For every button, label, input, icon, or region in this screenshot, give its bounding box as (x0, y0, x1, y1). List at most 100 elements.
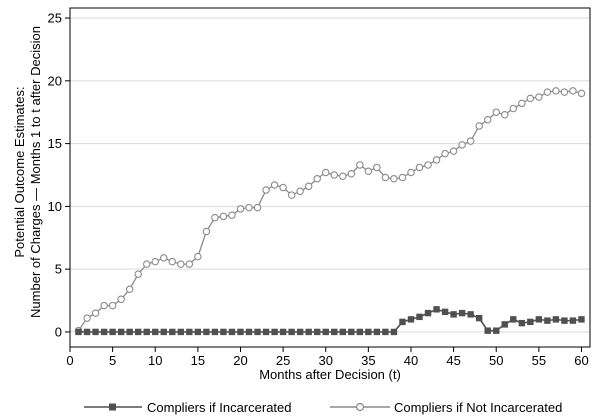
legend-label-incarcerated: Compliers if Incarcerated (147, 400, 292, 415)
data-point-not-incarcerated (91, 309, 100, 317)
data-point-not-incarcerated (219, 212, 228, 221)
data-point-incarcerated (92, 328, 99, 336)
data-point-incarcerated (493, 327, 500, 334)
data-point-not-incarcerated (483, 115, 492, 124)
series-layer (74, 87, 586, 336)
gridlines (70, 17, 590, 333)
data-point-incarcerated (561, 317, 568, 324)
data-point-not-incarcerated (543, 88, 552, 96)
data-point-not-incarcerated (441, 149, 449, 158)
data-point-not-incarcerated (142, 260, 151, 268)
series-line-not-incarcerated (77, 90, 582, 332)
data-point-incarcerated (467, 311, 474, 318)
data-point-incarcerated (365, 328, 372, 336)
data-point-incarcerated (160, 328, 167, 336)
data-point-not-incarcerated (475, 122, 483, 130)
data-point-incarcerated (237, 328, 244, 336)
data-point-incarcerated (433, 306, 440, 313)
data-point-incarcerated (475, 314, 483, 322)
data-point-not-incarcerated (262, 186, 270, 194)
data-point-not-incarcerated (535, 93, 543, 101)
y-tick-label: 20 (48, 73, 62, 88)
legend-marker-not-incarcerated (355, 402, 365, 412)
data-point-incarcerated (152, 328, 159, 336)
x-tick-label: 15 (191, 353, 205, 368)
data-point-not-incarcerated (125, 285, 134, 293)
data-point-incarcerated (552, 316, 560, 323)
x-tick-label: 35 (361, 353, 375, 368)
x-tick-label: 10 (148, 353, 162, 368)
data-point-incarcerated (314, 328, 321, 336)
data-point-not-incarcerated (501, 110, 509, 119)
data-point-not-incarcerated (168, 257, 177, 266)
data-point-incarcerated (117, 328, 125, 336)
data-point-not-incarcerated (364, 167, 373, 175)
data-point-incarcerated (271, 328, 278, 336)
x-tick-label: 25 (276, 353, 290, 368)
data-point-not-incarcerated (466, 137, 475, 145)
data-point-incarcerated (83, 328, 91, 336)
data-point-not-incarcerated (492, 108, 500, 116)
data-point-not-incarcerated (304, 182, 313, 191)
data-point-incarcerated (245, 328, 253, 336)
x-tick-label: 55 (532, 353, 546, 368)
data-point-incarcerated (177, 328, 185, 336)
data-point-not-incarcerated (296, 187, 304, 196)
data-point-incarcerated (211, 328, 219, 336)
data-point-incarcerated (169, 328, 176, 336)
data-point-incarcerated (441, 308, 449, 316)
data-point-incarcerated (356, 328, 364, 336)
legend: Compliers if Incarcerated Compliers if N… (84, 400, 562, 415)
data-point-incarcerated (203, 328, 210, 336)
data-point-incarcerated (501, 321, 508, 328)
y-axis-title-line-2: Number of Charges — Months 1 to t after … (28, 26, 43, 318)
data-point-incarcerated (416, 313, 423, 321)
data-point-incarcerated (75, 328, 82, 336)
data-point-incarcerated (382, 328, 389, 336)
legend-label-not-incarcerated: Compliers if Not Incarcerated (394, 400, 562, 415)
data-point-not-incarcerated (194, 252, 202, 261)
data-point-not-incarcerated (509, 104, 518, 113)
data-point-not-incarcerated (287, 191, 296, 199)
x-tick-label: 45 (446, 353, 460, 368)
y-tick-label: 10 (48, 199, 62, 214)
legend-item-incarcerated: Compliers if Incarcerated (84, 400, 292, 415)
legend-marker-incarcerated (109, 403, 116, 411)
x-tick-label: 5 (109, 353, 116, 368)
data-point-incarcerated (544, 317, 551, 324)
data-point-not-incarcerated (151, 257, 159, 266)
data-point-not-incarcerated (253, 203, 262, 212)
data-point-not-incarcerated (202, 227, 211, 236)
y-axis-title-line-1: Potential Outcome Estimates: (12, 86, 27, 257)
data-point-incarcerated (254, 328, 261, 336)
data-point-incarcerated (134, 328, 142, 336)
data-point-incarcerated (322, 328, 329, 336)
data-point-incarcerated (288, 328, 295, 336)
data-point-not-incarcerated (83, 314, 91, 322)
axes: 0 5 10 15 20 25 0 5 10 15 20 25 30 35 40 45 50 55 60 (48, 7, 591, 368)
data-point-incarcerated (143, 328, 150, 336)
data-point-not-incarcerated (228, 211, 236, 219)
data-point-incarcerated (100, 328, 108, 336)
y-tick-label: 15 (48, 136, 62, 151)
data-point-not-incarcerated (373, 163, 381, 172)
data-point-incarcerated (262, 328, 270, 336)
data-point-incarcerated (407, 316, 415, 323)
data-point-not-incarcerated (236, 205, 245, 213)
data-point-not-incarcerated (108, 301, 117, 310)
data-point-not-incarcerated (518, 99, 526, 108)
data-point-incarcerated (510, 316, 517, 323)
x-tick-label: 30 (319, 353, 333, 368)
data-point-not-incarcerated (347, 169, 356, 178)
data-point-incarcerated (348, 328, 355, 336)
series-line-incarcerated (78, 308, 582, 333)
data-point-not-incarcerated (177, 260, 185, 268)
data-point-not-incarcerated (211, 213, 219, 222)
data-point-incarcerated (228, 328, 236, 336)
data-point-incarcerated (518, 319, 526, 327)
data-point-incarcerated (279, 328, 287, 336)
data-point-incarcerated (450, 311, 457, 318)
data-point-not-incarcerated (356, 161, 364, 169)
data-point-not-incarcerated (117, 295, 125, 304)
